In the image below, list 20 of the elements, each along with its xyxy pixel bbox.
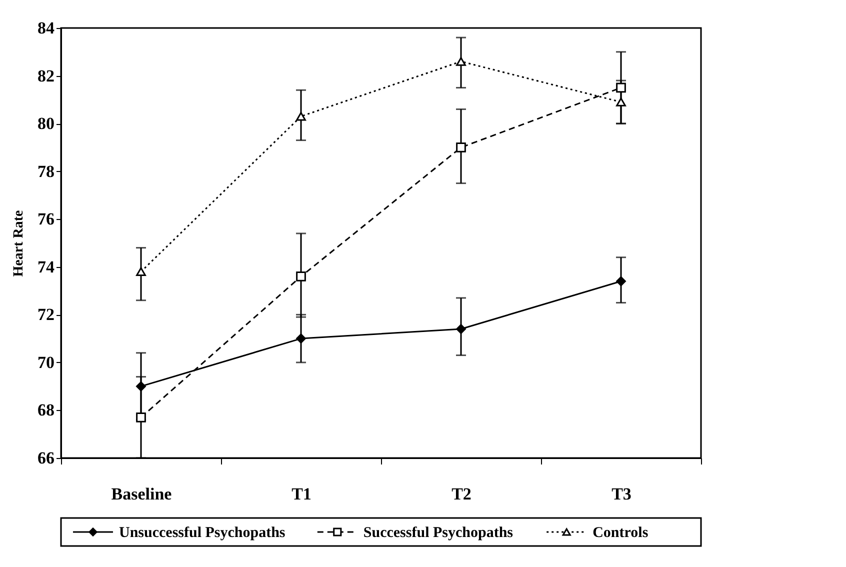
y-tick-label: 72 [38, 305, 54, 324]
point [136, 381, 146, 392]
point [616, 276, 626, 286]
y-tick-label: 68 [38, 400, 54, 420]
legend-label: Successful Psychopaths [363, 525, 514, 541]
y-tick-label: 74 [38, 257, 55, 276]
y-tick-label: 80 [38, 114, 54, 134]
legend-label: Unsuccessful Psychopaths [119, 525, 286, 541]
y-axis-title: Heart Rate [12, 210, 26, 277]
y-tick-label: 66 [38, 448, 54, 468]
x-tick-label: T3 [612, 484, 632, 504]
y-tick-label: 84 [38, 18, 55, 38]
y-tick-label: 78 [38, 162, 54, 181]
y-tick-label: 76 [38, 210, 54, 229]
x-tick-label: Baseline [111, 484, 172, 504]
x-tick-label: T2 [452, 484, 472, 504]
y-tick-label: 70 [38, 352, 54, 372]
y-tick-label: 82 [38, 66, 54, 86]
x-tick-label: T1 [292, 484, 312, 504]
legend-label: Controls [592, 525, 648, 541]
